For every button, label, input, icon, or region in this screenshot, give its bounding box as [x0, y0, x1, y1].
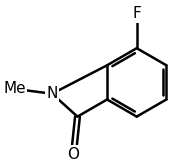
Text: N: N: [46, 86, 58, 101]
Text: F: F: [132, 7, 141, 22]
Text: Me: Me: [3, 81, 26, 96]
Text: O: O: [67, 146, 80, 161]
